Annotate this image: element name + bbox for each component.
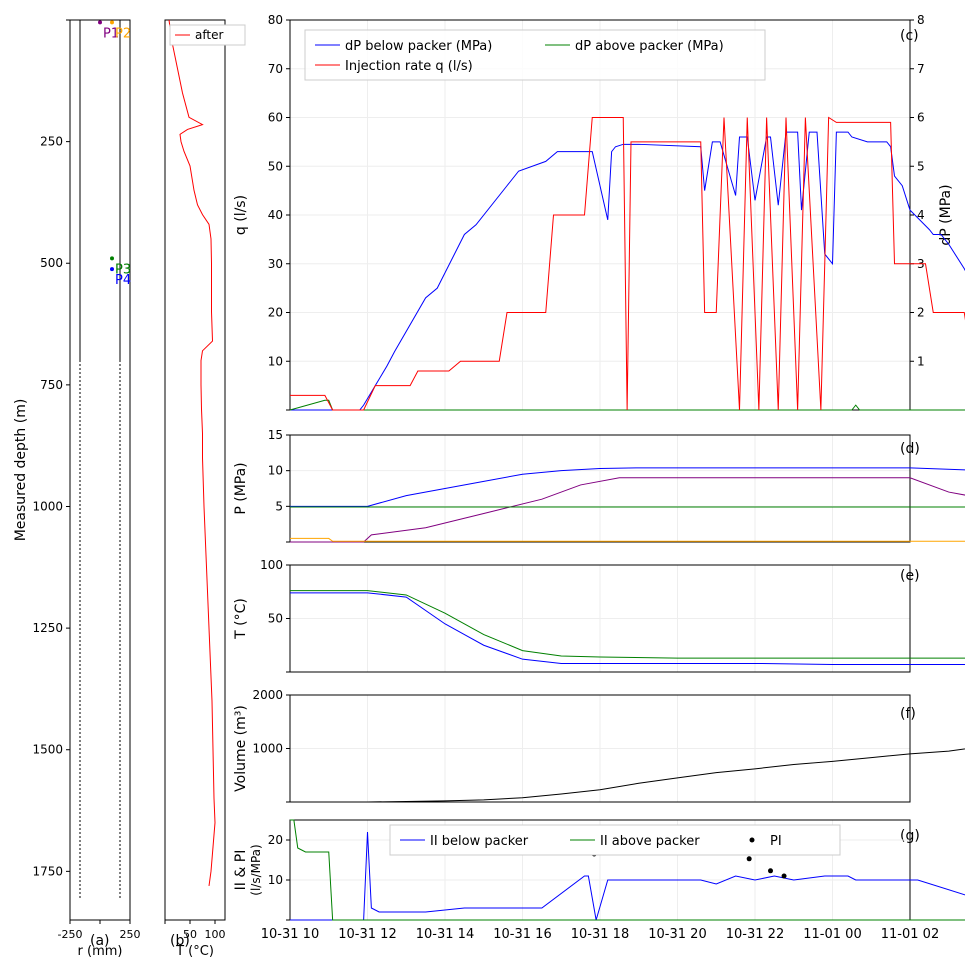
x-tick-label-a: 250 (120, 928, 141, 941)
x-tick-label-a: -250 (58, 928, 83, 941)
line-f-volume (290, 748, 965, 803)
ylabel-c: q (l/s) (233, 195, 249, 235)
y-tick-label-d-left: 5 (275, 499, 283, 513)
y-tick-label-c-right: 8 (917, 13, 925, 27)
x-tick-label-b: 50 (183, 928, 197, 941)
time-tick-label: 11-01 02 (881, 927, 939, 942)
point-g (781, 873, 787, 879)
y-tick-label-c-left: 20 (268, 306, 283, 320)
panel-d-frame (289, 434, 911, 543)
ylabel-a: Measured depth (m) (13, 399, 29, 542)
svg-text:PI: PI (770, 834, 782, 849)
svg-text:dP above packer (MPa): dP above packer (MPa) (575, 39, 724, 54)
y-tick-label-a: 1500 (32, 743, 63, 757)
line-g-II below packer (290, 831, 965, 921)
y-tick-label-c-left: 40 (268, 208, 283, 222)
line-c-Injection rate q (l/s) (290, 116, 965, 411)
point-g (768, 868, 773, 874)
y-tick-label-a: 1750 (32, 864, 63, 878)
y-tick-label-c-left: 30 (268, 257, 283, 271)
line-b-after (168, 19, 216, 887)
y-tick-label-c-left: 10 (268, 354, 283, 368)
ylabel-f: Volume (m³) (233, 705, 249, 792)
panel-b-frame (164, 19, 226, 921)
y-tick-label-f-left: 1000 (252, 742, 283, 756)
y-tick-label-e-left: 100 (260, 558, 283, 572)
y-tick-label-a: 750 (40, 378, 63, 392)
sensor-label-P2: P2 (115, 26, 131, 41)
line-c-dP above packer (MPa) (289, 399, 965, 411)
y-tick-label-c-right: 7 (917, 62, 925, 76)
svg-text:II below packer: II below packer (430, 834, 529, 849)
time-tick-label: 10-31 16 (493, 927, 551, 942)
y-tick-label-a: 1250 (32, 621, 63, 635)
y-tick-label-a: 250 (40, 135, 63, 149)
sensor-label-P3: P3 (115, 262, 131, 277)
panel-label-b: (b) (170, 933, 190, 949)
y-tick-label-c-left: 60 (268, 111, 283, 125)
y-tick-label-c-right: 6 (917, 111, 925, 125)
panel-label-c: (c) (900, 28, 919, 44)
xlabel-a: r (mm) (78, 944, 123, 959)
svg-text:II above packer: II above packer (600, 834, 700, 849)
line-c-dP below packer (MPa) (290, 131, 965, 411)
legend-text-b: after (195, 28, 223, 42)
y-tick-label-c-right: 1 (917, 354, 925, 368)
y-tick-label-c-right: 4 (917, 208, 925, 222)
y-tick-label-f-left: 2000 (252, 688, 283, 702)
time-tick-label: 10-31 12 (338, 927, 396, 942)
sensor-P2 (110, 20, 114, 25)
legend-g: II below packer II above packer PI (389, 824, 841, 856)
y-tick-label-c-right: 2 (917, 306, 925, 320)
time-tick-label: 10-31 20 (648, 927, 706, 942)
point-g (746, 856, 752, 862)
sensor-P4 (110, 267, 114, 272)
y-tick-label-c-left: 70 (268, 62, 283, 76)
x-tick-label-b: 100 (205, 928, 226, 941)
line-d-P1 (290, 477, 965, 543)
y-tick-label-c-left: 80 (268, 13, 283, 27)
time-tick-label: 10-31 10 (261, 927, 319, 942)
sensor-label-P4: P4 (115, 273, 131, 288)
sensor-P1 (98, 20, 102, 25)
ylabel-d: P (MPa) (233, 462, 249, 514)
time-tick-label: 10-31 18 (571, 927, 629, 942)
line-e-green (290, 590, 965, 659)
y-tick-label-d-left: 10 (268, 464, 283, 478)
svg-text:Injection rate q (l/s): Injection rate q (l/s) (345, 59, 473, 74)
svg-text:dP below packer (MPa): dP below packer (MPa) (345, 39, 492, 54)
ylabel-sub-g: (l/s/MPa) (249, 844, 263, 895)
sensor-label-P1: P1 (103, 26, 119, 41)
time-tick-label: 10-31 14 (416, 927, 474, 942)
time-tick-label: 11-01 00 (803, 927, 861, 942)
panel-label-a: (a) (90, 933, 110, 949)
xlabel-b: T (°C) (175, 944, 214, 959)
legend-b (169, 24, 246, 46)
line-d-P2 (290, 537, 965, 542)
y-tick-label-a: 1000 (32, 499, 63, 513)
line-d-P4 (290, 467, 965, 507)
sensor-P3 (110, 256, 114, 261)
ylabel-e: T (°C) (233, 598, 249, 640)
line-g-II above packer (290, 819, 965, 921)
panel-label-f: (f) (900, 706, 916, 722)
y2label-c: dP (MPa) (938, 184, 954, 245)
legend-c: dP below packer (MPa) dP above packer (MP… (304, 29, 766, 81)
y-tick-label-c-right: 5 (917, 159, 925, 173)
y-tick-label-a: 500 (40, 256, 63, 270)
time-tick-label: 10-31 22 (726, 927, 784, 942)
y-tick-label-c-left: 50 (268, 159, 283, 173)
y-tick-label-e-left: 50 (268, 612, 283, 626)
ylabel-g: II & PI (233, 850, 249, 891)
panel-a-frame (69, 19, 131, 921)
line-e-blue (290, 592, 965, 666)
y-tick-label-g-left: 10 (268, 873, 283, 887)
y-tick-label-d-left: 15 (268, 428, 283, 442)
y-tick-label-g-left: 20 (268, 833, 283, 847)
